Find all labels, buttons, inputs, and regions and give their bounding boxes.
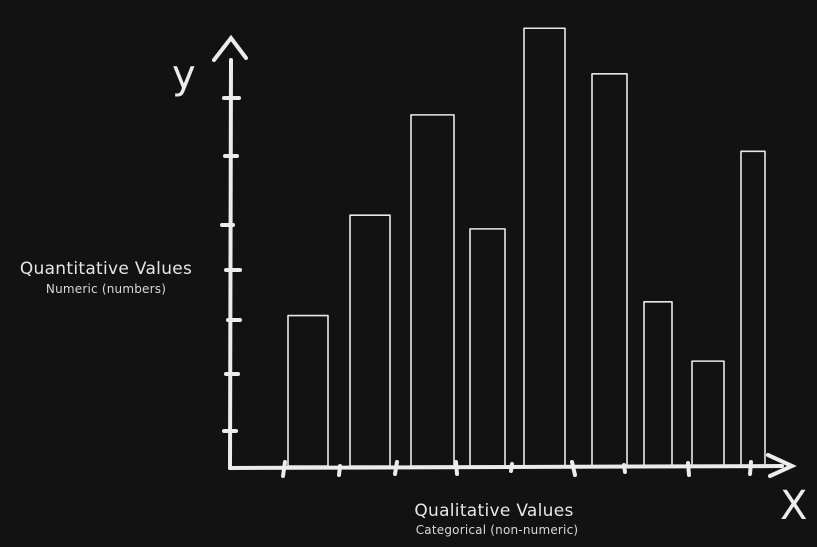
bars — [287, 27, 766, 467]
x-tick — [337, 464, 342, 477]
x-axis-title: Qualitative Values — [414, 501, 573, 521]
x-tick — [454, 460, 459, 476]
y-axis-ticks — [220, 96, 242, 433]
x-tick — [281, 460, 287, 478]
bar — [469, 228, 506, 467]
x-axis-arrowhead — [766, 453, 797, 478]
bar — [643, 301, 673, 467]
bar — [591, 73, 628, 467]
x-tick — [509, 462, 514, 473]
y-axis-title: Quantitative Values — [20, 259, 192, 279]
y-axis-arrowhead — [212, 34, 248, 62]
x-axis-letter: X — [780, 483, 807, 529]
y-axis-line — [228, 58, 233, 470]
x-tick — [393, 460, 399, 476]
bar — [740, 150, 766, 467]
bar — [349, 214, 391, 467]
x-axis-ticks — [281, 460, 753, 478]
bar — [523, 27, 566, 467]
x-tick — [570, 460, 577, 477]
bar — [691, 360, 725, 467]
bar — [410, 114, 455, 467]
bar — [287, 314, 329, 467]
y-axis-subtitle: Numeric (numbers) — [46, 282, 166, 296]
x-tick — [686, 461, 691, 477]
x-tick — [748, 460, 753, 476]
x-axis-subtitle: Categorical (non-numeric) — [416, 523, 579, 537]
y-axis-letter: y — [172, 52, 196, 98]
